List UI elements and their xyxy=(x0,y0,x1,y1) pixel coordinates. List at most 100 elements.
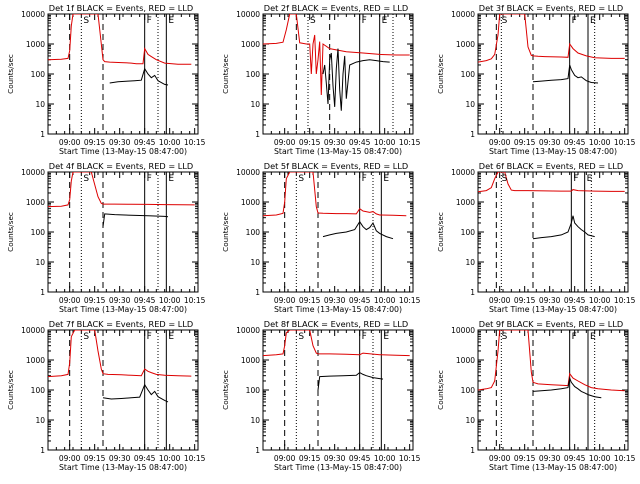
y-tick-label: 1 xyxy=(255,130,260,139)
chart-title-legend: = Events, RED = LLD xyxy=(106,161,193,171)
series-line-lld xyxy=(263,14,410,96)
x-tick-label: 09:30 xyxy=(324,454,346,463)
series-line-events xyxy=(322,48,390,111)
interval-marker-s: S xyxy=(83,332,89,342)
y-tick-label: 1000 xyxy=(456,40,475,49)
x-tick-label: 10:00 xyxy=(589,138,611,147)
interval-marker-f: F xyxy=(572,16,577,26)
series-line-lld xyxy=(48,172,195,208)
y-tick-label: 1 xyxy=(470,288,475,297)
series-line-lld xyxy=(48,14,192,65)
interval-marker-e: E xyxy=(587,174,593,184)
y-axis-label: Counts/sec xyxy=(221,212,230,252)
interval-marker-s: S xyxy=(502,332,508,342)
y-tick-label: 100 xyxy=(461,70,476,79)
y-axis-label: Counts/sec xyxy=(6,54,15,94)
interval-marker-s: S xyxy=(83,16,89,26)
y-tick-label: 1000 xyxy=(26,356,45,365)
x-tick-label: 09:30 xyxy=(539,138,561,147)
y-tick-label: 10 xyxy=(250,100,260,109)
chart-panel-9: Det 9f BLACK = Events, RED = LLD 1 10 100 10… xyxy=(436,319,636,472)
chart-title-detector: Det 6f BLACK xyxy=(479,161,536,171)
x-tick-label: 10:00 xyxy=(589,454,611,463)
interval-marker-f: F xyxy=(147,16,152,26)
interval-marker-e: E xyxy=(168,174,174,184)
x-tick-label: 10:00 xyxy=(374,296,396,305)
x-tick-label: 09:15 xyxy=(299,296,321,305)
x-axis-label: Start Time (13-May-15 08:47:00) xyxy=(489,463,617,472)
x-axis-label: Start Time (13-May-15 08:47:00) xyxy=(274,305,402,314)
x-tick-label: 10:00 xyxy=(159,138,181,147)
x-tick-label: 09:45 xyxy=(134,296,156,305)
x-tick-label: 10:15 xyxy=(399,138,421,147)
x-tick-label: 09:15 xyxy=(514,138,536,147)
interval-marker-s: S xyxy=(298,174,304,184)
y-tick-label: 1 xyxy=(40,446,45,455)
y-tick-label: 1 xyxy=(470,130,475,139)
chart-panel-6: Det 6f BLACK = Events, RED = LLD 1 10 100 10… xyxy=(436,161,636,314)
x-tick-label: 10:15 xyxy=(614,138,636,147)
chart-panel-2: Det 2f BLACK = Events, RED = LLD 1 10 100 10… xyxy=(221,3,421,156)
y-tick-label: 100 xyxy=(246,70,261,79)
y-tick-label: 10 xyxy=(465,100,475,109)
series-line-lld xyxy=(48,330,192,378)
series-line-lld xyxy=(263,172,407,217)
chart-panel-7: Det 7f BLACK = Events, RED = LLD 1 10 100 10… xyxy=(6,319,206,472)
chart-title: Det 3f BLACK = Events, RED = LLD xyxy=(479,3,623,13)
chart-title-legend: = Events, RED = LLD xyxy=(536,319,623,329)
x-tick-label: 10:15 xyxy=(614,296,636,305)
y-tick-label: 10 xyxy=(35,100,45,109)
y-tick-label: 10000 xyxy=(451,326,475,335)
interval-marker-f: F xyxy=(362,332,367,342)
series-line-events xyxy=(532,215,595,240)
x-tick-label: 10:15 xyxy=(399,454,421,463)
chart-title: Det 2f BLACK = Events, RED = LLD xyxy=(264,3,408,13)
x-tick-label: 09:30 xyxy=(539,454,561,463)
chart-title-legend: = Events, RED = LLD xyxy=(321,161,408,171)
x-tick-label: 10:00 xyxy=(374,138,396,147)
y-tick-label: 10 xyxy=(465,416,475,425)
y-tick-label: 100 xyxy=(461,386,476,395)
y-tick-label: 10000 xyxy=(451,10,475,19)
series-line-events xyxy=(317,372,384,391)
chart-title-legend: = Events, RED = LLD xyxy=(106,3,193,13)
x-tick-label: 09:15 xyxy=(84,454,106,463)
interval-marker-s: S xyxy=(310,16,316,26)
chart-title-detector: Det 1f BLACK xyxy=(49,3,106,13)
interval-marker-e: E xyxy=(382,16,388,26)
y-tick-label: 10 xyxy=(35,416,45,425)
x-tick-label: 09:45 xyxy=(349,296,371,305)
plot-frame xyxy=(477,171,629,293)
interval-marker-f: F xyxy=(573,174,578,184)
y-tick-label: 10000 xyxy=(236,10,260,19)
y-axis-label: Counts/sec xyxy=(6,370,15,410)
plot-frame xyxy=(262,329,414,451)
x-tick-label: 09:45 xyxy=(564,454,586,463)
x-tick-label: 09:15 xyxy=(84,296,106,305)
chart-title-detector: Det 5f BLACK xyxy=(264,161,321,171)
x-tick-label: 09:15 xyxy=(84,138,106,147)
x-axis-label: Start Time (13-May-15 08:47:00) xyxy=(274,147,402,156)
chart-title-detector: Det 3f BLACK xyxy=(479,3,536,13)
series-line-events xyxy=(102,383,169,403)
x-tick-label: 10:00 xyxy=(159,296,181,305)
chart-title-detector: Det 4f BLACK xyxy=(49,161,106,171)
interval-marker-s: S xyxy=(502,16,508,26)
chart-panel-1: Det 1f BLACK = Events, RED = LLD 1 10 100 10… xyxy=(6,3,206,156)
y-tick-label: 1000 xyxy=(456,356,475,365)
chart-title-legend: = Events, RED = LLD xyxy=(536,161,623,171)
chart-title-legend: = Events, RED = LLD xyxy=(321,3,408,13)
y-axis-label: Counts/sec xyxy=(221,54,230,94)
y-tick-label: 1 xyxy=(255,446,260,455)
series-line-events xyxy=(532,64,599,84)
chart-title: Det 4f BLACK = Events, RED = LLD xyxy=(49,161,193,171)
x-axis-label: Start Time (13-May-15 08:47:00) xyxy=(59,305,187,314)
interval-marker-f: F xyxy=(362,16,367,26)
chart-title: Det 6f BLACK = Events, RED = LLD xyxy=(479,161,623,171)
y-axis-label: Counts/sec xyxy=(221,370,230,410)
series-line-events xyxy=(102,213,169,227)
series-line-lld xyxy=(478,330,625,392)
y-tick-label: 10000 xyxy=(451,168,475,177)
